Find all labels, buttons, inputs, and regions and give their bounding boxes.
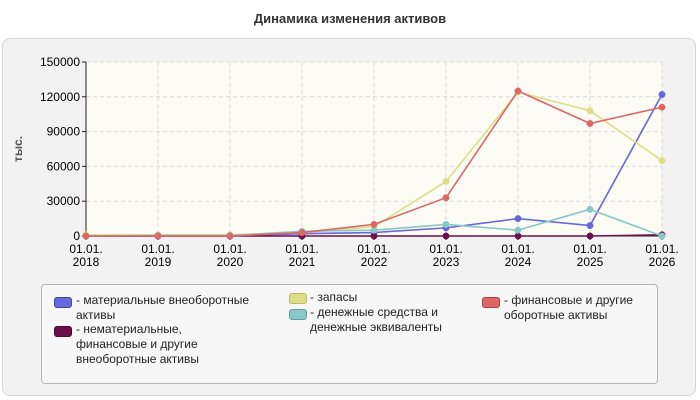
y-axis-label: тыс. (11, 136, 25, 162)
x-tick-label: 01.01. 2019 (141, 242, 174, 269)
y-tick-label: 120000 (40, 90, 80, 104)
x-tick-label: 01.01. 2023 (429, 242, 462, 269)
x-tick-label: 01.01. 2024 (501, 242, 534, 269)
legend-swatch-material (54, 297, 72, 308)
x-tick-label: 01.01. 2022 (357, 242, 390, 269)
legend-label-inventory: - запасы (310, 290, 358, 304)
chart-title: Динамика изменения активов (253, 11, 447, 26)
chart-legend: - материальные внеоборотные активы - нем… (41, 284, 658, 384)
data-point (586, 222, 594, 230)
x-tick-label: 01.01. 2018 (69, 242, 102, 269)
legend-swatch-financial (482, 297, 500, 308)
data-point (514, 215, 522, 223)
data-point (514, 87, 522, 95)
data-point (370, 220, 378, 228)
y-tick-label: 150000 (40, 55, 80, 69)
legend-label-intangible: - нематериальные, финансовые и другие вн… (76, 322, 199, 366)
legend-swatch-intangible (54, 326, 72, 337)
data-point (586, 107, 594, 115)
y-tick-label: 60000 (47, 159, 81, 173)
x-tick-label: 01.01. 2021 (285, 242, 318, 269)
data-point (586, 232, 594, 240)
legend-label-cash: - денежные средства и денежные эквивален… (310, 305, 442, 334)
data-point (226, 232, 234, 240)
data-point (514, 232, 522, 240)
data-point (370, 226, 378, 234)
legend-label-material: - материальные внеоборотные активы (76, 293, 249, 322)
x-tick-label: 01.01. 2020 (213, 242, 246, 269)
data-point (298, 229, 306, 236)
data-point (586, 205, 594, 213)
legend-swatch-cash (289, 309, 307, 320)
data-point (658, 91, 666, 98)
data-point (514, 226, 522, 234)
data-point (442, 194, 450, 202)
y-tick-label: 30000 (47, 194, 81, 208)
data-point (658, 157, 666, 165)
data-point (658, 103, 666, 111)
y-tick-label: 0 (73, 229, 80, 243)
y-tick-label: 90000 (47, 125, 81, 139)
data-point (586, 120, 594, 127)
x-tick-label: 01.01. 2026 (645, 242, 678, 269)
x-tick-label: 01.01. 2025 (573, 242, 606, 269)
data-point (82, 232, 90, 240)
legend-label-financial: - финансовые и другие оборотные активы (504, 293, 633, 322)
data-point (658, 232, 666, 240)
data-point (442, 178, 450, 185)
data-point (370, 232, 378, 240)
data-point (154, 232, 162, 240)
legend-swatch-inventory (289, 293, 307, 304)
data-point (442, 220, 450, 228)
data-point (442, 232, 450, 240)
